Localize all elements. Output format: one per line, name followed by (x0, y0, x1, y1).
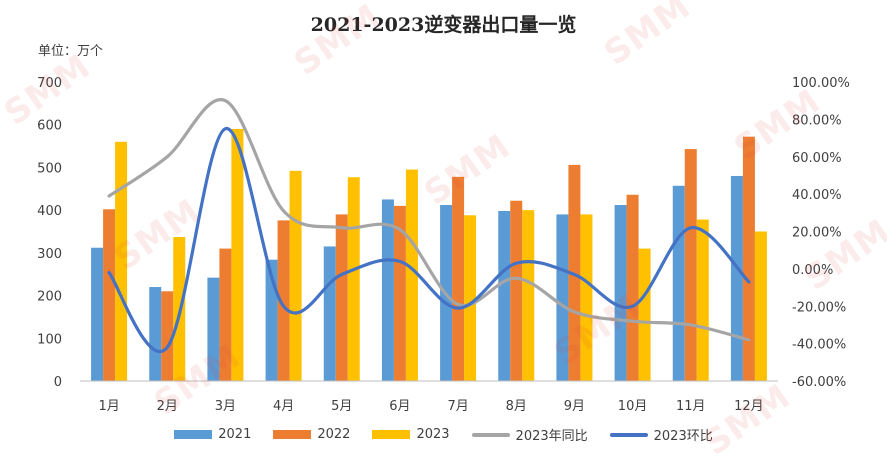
legend-label-2023: 2023 (416, 427, 450, 442)
bar-2021-5月 (323, 246, 336, 381)
left-tick-label: 200 (37, 290, 62, 305)
bar-2022-6月 (393, 205, 406, 381)
legend-item-2023: 2023 (372, 425, 450, 444)
legend-label-2021: 2021 (218, 427, 252, 442)
legend-swatch-yoy (471, 432, 510, 437)
left-tick-label: 300 (37, 247, 62, 262)
legend-label-yoy: 2023年同比 (515, 429, 588, 444)
left-tick-label: 0 (54, 375, 62, 390)
legend-item-2022: 2022 (273, 425, 350, 444)
right-tick-label: 80.00% (792, 113, 842, 128)
bar-2021-9月 (556, 214, 569, 381)
bar-2023-8月 (522, 210, 535, 381)
x-tick-label: 9月 (564, 399, 585, 414)
x-tick-label: 2月 (157, 399, 178, 414)
bar-2023-11月 (696, 219, 709, 381)
line-series-0 (107, 98, 751, 342)
legend-item-mom: 2023环比 (609, 425, 713, 444)
x-tick-label: 11月 (676, 399, 706, 414)
x-tick-label: 7月 (447, 399, 468, 414)
legend-label-2022: 2022 (317, 427, 351, 442)
bar-2023-10月 (638, 248, 651, 381)
right-tick-label: 0.00% (792, 263, 833, 278)
bar-2023-3月 (231, 128, 244, 381)
bar-2021-10月 (614, 205, 627, 381)
left-tick-label: 400 (37, 204, 62, 219)
legend-label-mom: 2023环比 (653, 429, 713, 444)
left-tick-label: 600 (37, 119, 62, 134)
line-series-1 (107, 127, 751, 353)
bar-2022-10月 (626, 194, 639, 381)
right-tick-label: -20.00% (792, 300, 846, 315)
bar-2023-7月 (464, 215, 477, 381)
x-tick-label: 12月 (734, 399, 764, 414)
bar-2021-12月 (730, 175, 743, 381)
chart-title: 2021-2023逆变器出口量一览 (310, 14, 577, 36)
legend-swatch-2022 (273, 430, 312, 439)
x-tick-label: 8月 (506, 399, 527, 414)
bar-2022-1月 (103, 209, 116, 381)
legend-swatch-2021 (174, 430, 213, 439)
left-tick-label: 100 (37, 332, 62, 347)
right-tick-label: 60.00% (792, 151, 842, 166)
x-tick-label: 3月 (215, 399, 236, 414)
bar-2022-11月 (684, 149, 697, 381)
bar-2022-3月 (219, 248, 232, 381)
bar-2022-5月 (335, 214, 348, 381)
right-tick-label: 20.00% (792, 226, 842, 241)
right-tick-label: -60.00% (792, 375, 846, 390)
legend-swatch-mom (609, 432, 648, 437)
right-tick-label: 100.00% (792, 76, 850, 91)
legend: 2021 2022 2023 2023年同比 2023环比 (0, 425, 887, 444)
bar-2022-12月 (742, 136, 755, 381)
x-tick-label: 5月 (331, 399, 352, 414)
bar-2022-8月 (510, 200, 523, 381)
bar-2023-4月 (289, 170, 302, 381)
bar-2021-11月 (672, 185, 685, 381)
bars-group (91, 128, 767, 381)
bar-2023-6月 (405, 169, 418, 381)
left-tick-label: 500 (37, 161, 62, 176)
y-axis-unit-label: 单位：万个 (38, 44, 104, 59)
legend-item-yoy: 2023年同比 (471, 425, 588, 444)
x-tick-label: 4月 (273, 399, 294, 414)
bar-2022-4月 (277, 220, 290, 381)
bar-2023-9月 (580, 214, 593, 381)
bar-2022-7月 (452, 176, 465, 381)
bar-2022-2月 (161, 291, 174, 381)
bar-2021-3月 (207, 277, 220, 381)
bar-2023-12月 (754, 231, 767, 381)
bar-2023-5月 (347, 177, 360, 381)
legend-swatch-2023 (372, 430, 411, 439)
legend-item-2021: 2021 (174, 425, 251, 444)
bar-2021-6月 (381, 199, 394, 381)
axes-group: 0 100 200 300 400 500 600 700 -60.00% -40.00% -20.… (37, 76, 850, 414)
bar-2023-1月 (115, 141, 128, 381)
x-tick-label: 1月 (98, 399, 119, 414)
right-tick-label: -40.00% (792, 338, 846, 353)
right-tick-label: 40.00% (792, 188, 842, 203)
bar-2021-8月 (498, 210, 511, 381)
lines-group (107, 98, 751, 353)
x-tick-label: 6月 (389, 399, 410, 414)
bar-2021-2月 (149, 287, 162, 381)
left-tick-label: 700 (37, 76, 62, 91)
bar-2021-1月 (91, 247, 104, 381)
x-tick-label: 10月 (618, 399, 648, 414)
